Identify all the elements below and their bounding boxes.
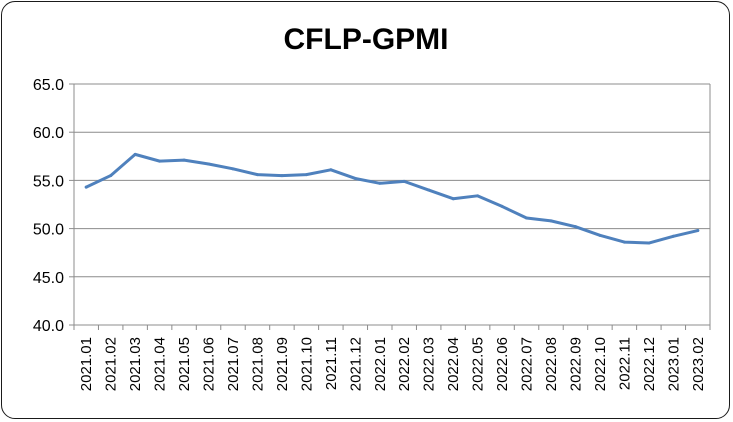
y-tick-label: 50.0 xyxy=(33,222,64,239)
data-point xyxy=(476,194,480,198)
data-point xyxy=(451,197,455,201)
data-point xyxy=(182,158,186,162)
data-point xyxy=(427,188,431,192)
x-tick-label: 2022.07 xyxy=(519,337,536,391)
data-point xyxy=(329,168,333,172)
x-tick-label: 2021.02 xyxy=(103,337,120,391)
x-tick-label: 2021.03 xyxy=(127,337,144,391)
data-point xyxy=(353,176,357,180)
data-point xyxy=(133,152,137,156)
y-tick-label: 40.0 xyxy=(33,318,64,335)
data-point xyxy=(255,173,259,177)
series-line-path xyxy=(84,152,700,245)
data-point xyxy=(671,234,675,238)
data-point xyxy=(378,181,382,185)
plot-area xyxy=(73,84,711,326)
data-point xyxy=(573,225,577,229)
x-tick-label: 2021.09 xyxy=(274,337,291,391)
x-tick-label: 2021.06 xyxy=(201,337,218,391)
x-tick-label: 2022.03 xyxy=(421,337,438,391)
data-point xyxy=(549,219,553,223)
data-point xyxy=(158,159,162,163)
x-tick-label: 2021.05 xyxy=(176,337,193,391)
series-line xyxy=(84,152,700,245)
x-tick-label: 2021.10 xyxy=(298,337,315,391)
x-tick-label: 2022.10 xyxy=(592,337,609,391)
data-point xyxy=(402,179,406,183)
x-axis: 2021.01 2021.02 2021.03 2021.04 2021.05 2021.… xyxy=(73,325,711,391)
data-point xyxy=(525,216,529,220)
data-point xyxy=(207,162,211,166)
x-tick-label: 2021.12 xyxy=(347,337,364,391)
x-tick-label: 2022.01 xyxy=(372,337,389,391)
x-tick-label: 2022.05 xyxy=(470,337,487,391)
data-point xyxy=(84,185,88,189)
x-tick-label: 2022.04 xyxy=(445,337,462,391)
gridlines xyxy=(74,83,710,278)
data-point xyxy=(647,241,651,245)
x-tick-label: 2022.11 xyxy=(616,337,633,390)
data-point xyxy=(500,204,504,208)
y-tick-label: 45.0 xyxy=(33,270,64,287)
x-tick-label: 2021.08 xyxy=(249,337,266,391)
x-tick-label: 2021.04 xyxy=(152,337,169,391)
x-tick-label: 2021.11 xyxy=(323,337,340,390)
y-tick-label: 65.0 xyxy=(33,77,64,94)
x-tick-label: 2022.06 xyxy=(494,337,511,391)
chart-title: CFLP-GPMI xyxy=(284,23,449,56)
x-tick-label: 2022.08 xyxy=(543,337,560,391)
x-tick-label: 2021.01 xyxy=(78,337,95,391)
data-point xyxy=(109,174,113,178)
y-tick-label: 55.0 xyxy=(33,173,64,190)
x-tick-label: 2023.02 xyxy=(690,337,707,391)
x-tick-label: 2022.12 xyxy=(641,337,658,391)
y-axis: 40.0 45.0 50.0 55.0 60.0 65.0 xyxy=(33,77,74,335)
data-point xyxy=(598,233,602,237)
data-point xyxy=(622,240,626,244)
x-tick-label: 2022.02 xyxy=(396,337,413,391)
x-tick-label: 2023.01 xyxy=(665,337,682,391)
data-point xyxy=(304,173,308,177)
data-point xyxy=(280,174,284,178)
data-point xyxy=(231,167,235,171)
y-tick-label: 60.0 xyxy=(33,125,64,142)
x-tick-label: 2022.09 xyxy=(567,337,584,391)
x-tick-label: 2021.07 xyxy=(225,337,242,391)
data-point xyxy=(696,229,700,233)
